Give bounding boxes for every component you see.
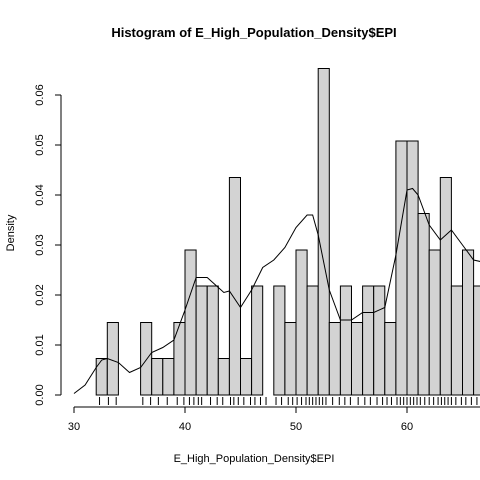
histogram-bar-34 xyxy=(473,285,480,396)
histogram-bar-25 xyxy=(373,285,386,396)
x-tick-label-1: 40 xyxy=(179,421,191,433)
histogram-bar-22 xyxy=(339,285,352,396)
x-axis: 30405060708090 xyxy=(68,406,480,433)
histogram-bars xyxy=(95,68,480,396)
rug-marks xyxy=(99,397,478,405)
y-tick-label-4: 0.04 xyxy=(34,184,46,205)
histogram-bar-28 xyxy=(406,140,419,396)
histogram-bar-8 xyxy=(184,249,197,396)
histogram-bar-20 xyxy=(317,68,330,396)
histogram-bar-26 xyxy=(384,322,397,396)
y-tick-label-2: 0.02 xyxy=(34,284,46,305)
y-tick-label-6: 0.06 xyxy=(34,84,46,105)
histogram-bar-0 xyxy=(95,358,108,396)
y-axis-label: Density xyxy=(5,214,17,251)
histogram-bar-30 xyxy=(428,249,441,396)
density-curve-layer xyxy=(73,187,480,394)
y-tick-label-3: 0.03 xyxy=(34,234,46,255)
histogram-bar-7 xyxy=(173,322,186,396)
histogram-bar-10 xyxy=(206,285,219,396)
density-curve xyxy=(73,187,480,394)
histogram-bar-29 xyxy=(417,213,430,396)
histogram-bar-18 xyxy=(295,249,308,396)
histogram-bar-4 xyxy=(140,322,153,396)
histogram-bar-24 xyxy=(362,285,375,396)
y-axis: 0.00 0.01 0.02 0.03 0.04 0.05 0.06 xyxy=(34,84,62,406)
y-tick-label-0: 0.00 xyxy=(34,384,46,405)
histogram-bar-5 xyxy=(151,358,164,396)
chart-title: Histogram of E_High_Population_Density$E… xyxy=(111,25,396,40)
histogram-bar-19 xyxy=(306,285,319,396)
histogram-bar-13 xyxy=(240,358,253,396)
histogram-bar-16 xyxy=(273,285,286,396)
histogram-bar-6 xyxy=(162,358,175,396)
histogram-bar-27 xyxy=(395,140,408,396)
histogram-bar-23 xyxy=(351,322,364,396)
histogram-bar-31 xyxy=(439,177,452,396)
x-tick-label-0: 30 xyxy=(68,421,80,433)
histogram-bar-33 xyxy=(462,249,475,396)
x-tick-label-3: 60 xyxy=(401,421,413,433)
y-tick-label-5: 0.05 xyxy=(34,134,46,155)
histogram-bar-11 xyxy=(217,358,230,396)
histogram-bar-32 xyxy=(450,285,463,396)
histogram-bar-21 xyxy=(328,322,341,396)
x-tick-label-2: 50 xyxy=(290,421,302,433)
histogram-bar-14 xyxy=(251,285,264,396)
y-tick-label-1: 0.01 xyxy=(34,334,46,355)
x-axis-label: E_High_Population_Density$EPI xyxy=(174,453,335,465)
histogram-bar-12 xyxy=(228,177,241,396)
histogram-bar-9 xyxy=(195,285,208,396)
histogram-bar-17 xyxy=(284,322,297,396)
